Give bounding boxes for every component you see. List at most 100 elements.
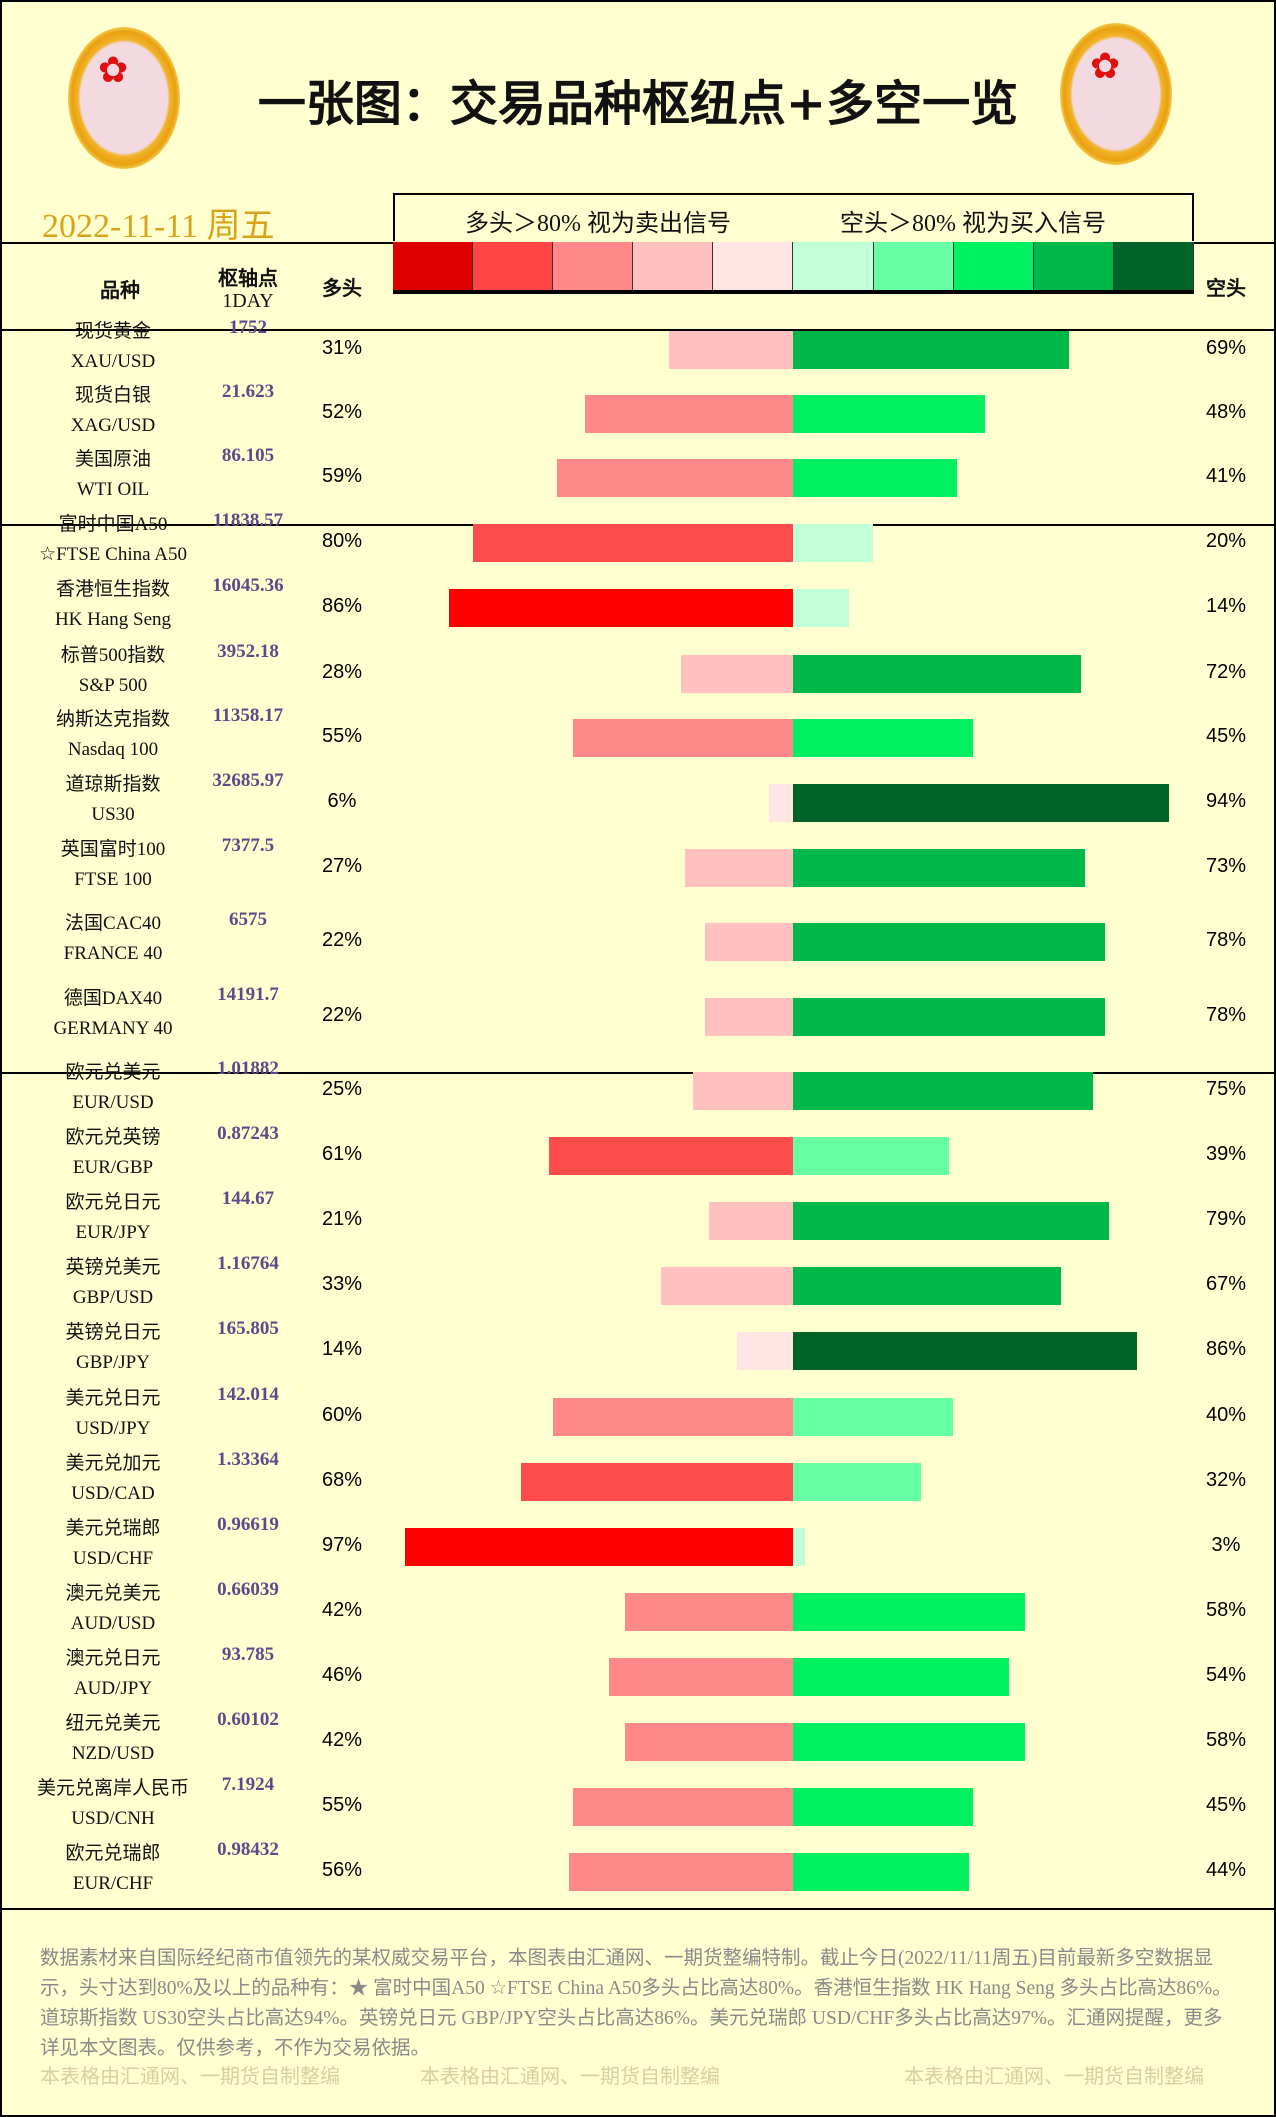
pivot-value: 21.623 (221, 381, 275, 402)
instrument-name: 欧元兑英镑 EUR/GBP (0, 1123, 226, 1185)
long-bar (569, 1853, 793, 1892)
short-bar (793, 923, 1105, 961)
pivot-value: 7377.5 (221, 835, 275, 856)
long-percent: 22% (321, 929, 363, 951)
header-long: 多头 (322, 278, 362, 300)
instrument-name: 现货黄金 XAU/USD (0, 317, 226, 379)
instrument-name: 道琼斯指数 US30 (0, 770, 226, 832)
long-bar (573, 1788, 793, 1827)
legend-swatch (633, 242, 714, 290)
long-percent: 42% (321, 1729, 363, 1751)
short-percent: 14% (1205, 595, 1247, 617)
instrument-name-cn: 香港恒生指数 (55, 579, 170, 600)
instrument-name-en: EUR/USD (72, 1092, 154, 1113)
pivot-value: 3952.18 (217, 641, 279, 662)
short-bar (793, 524, 873, 562)
legend-swatch (1033, 242, 1114, 290)
divider (0, 1908, 1276, 1910)
divider (0, 329, 1276, 331)
instrument-name-cn: 欧元兑英镑 (65, 1127, 161, 1149)
short-bar (793, 1397, 953, 1436)
short-bar (793, 998, 1105, 1036)
long-bar (669, 331, 793, 369)
long-bar (709, 1202, 793, 1241)
pivot-value: 0.66039 (217, 1578, 279, 1600)
long-bar (585, 395, 793, 433)
short-percent: 69% (1205, 337, 1247, 359)
instrument-name: 英国富时100 FTSE 100 (0, 835, 226, 897)
instrument-name-en: FRANCE 40 (63, 943, 163, 964)
instrument-name-cn: 法国CAC40 (64, 913, 162, 934)
short-percent: 48% (1205, 401, 1247, 423)
pivot-value: 93.785 (221, 1643, 275, 1665)
instrument-name: 标普500指数 S&P 500 (0, 641, 226, 703)
short-bar (793, 1202, 1109, 1241)
long-percent: 97% (321, 1533, 363, 1556)
instrument-name-en: EUR/JPY (75, 1222, 151, 1244)
instrument-name: 英镑兑日元 GBP/JPY (0, 1318, 226, 1380)
short-bar (793, 1657, 1009, 1696)
instrument-name: 美元兑离岸人民币 USD/CNH (0, 1774, 226, 1836)
pivot-value: 0.98432 (217, 1839, 279, 1861)
instrument-name: 香港恒生指数 HK Hang Seng (0, 575, 226, 637)
instrument-name-cn: 现货黄金 (74, 321, 151, 342)
footer-note: 数据素材来自国际经纪商市值领先的某权威交易平台，本图表由汇通网、一期货整编特制。… (40, 1948, 1232, 2059)
pivot-value: 86.105 (221, 445, 275, 466)
long-percent: 33% (321, 1273, 363, 1296)
pivot-value: 0.96619 (217, 1513, 279, 1535)
short-percent: 78% (1205, 929, 1247, 951)
instrument-name: 欧元兑日元 EUR/JPY (0, 1188, 226, 1250)
page-title: 一张图：交易品种枢纽点+多空一览 (257, 76, 1019, 132)
instrument-name-en: AUD/JPY (73, 1677, 153, 1699)
long-percent: 55% (321, 725, 363, 747)
short-percent: 40% (1205, 1403, 1247, 1426)
instrument-name: 澳元兑美元 AUD/USD (0, 1579, 226, 1641)
watermark: 本表格由汇通网、一期货自制整编 (420, 2066, 720, 2088)
short-percent: 78% (1205, 1004, 1247, 1026)
pivot-value: 11838.57 (212, 510, 284, 531)
long-percent: 6% (327, 790, 357, 812)
divider (1194, 242, 1276, 244)
short-percent: 73% (1205, 855, 1247, 877)
short-percent: 39% (1205, 1143, 1247, 1166)
long-bar (557, 459, 793, 497)
long-percent: 80% (321, 530, 363, 552)
instrument-name-cn: 德国DAX40 (63, 988, 163, 1009)
short-percent: 41% (1205, 465, 1247, 487)
short-bar (793, 1723, 1025, 1761)
divider (0, 1072, 1276, 1074)
long-percent: 42% (321, 1598, 363, 1621)
short-bar (793, 1332, 1137, 1371)
short-percent: 32% (1205, 1468, 1247, 1491)
short-bar (793, 1462, 921, 1501)
instrument-name-cn: 欧元兑日元 (65, 1192, 161, 1214)
instrument-name-en: FTSE 100 (74, 869, 152, 890)
instrument-name-cn: 富时中国A50 (58, 514, 168, 535)
long-bar (685, 849, 793, 887)
long-bar (693, 1072, 793, 1110)
short-bar (793, 395, 985, 433)
short-percent: 3% (1211, 1533, 1241, 1556)
pivot-value: 1752 (229, 317, 267, 338)
long-percent: 31% (321, 337, 363, 359)
long-bar (705, 923, 793, 961)
pivot-value: 6575 (229, 909, 267, 930)
short-bar (793, 1072, 1093, 1110)
long-percent: 28% (321, 661, 363, 683)
logo-right: ✿ (1060, 23, 1172, 165)
instrument-name-en: XAU/USD (70, 351, 156, 372)
long-bar (449, 589, 793, 627)
legend-swatch (873, 242, 954, 290)
legend-swatch (713, 242, 794, 290)
date-label: 2022-11-11 周五 (42, 208, 275, 245)
logo-left: ✿ (68, 27, 180, 169)
instrument-name-cn: 道琼斯指数 (65, 774, 161, 795)
instrument-name: 澳元兑日元 AUD/JPY (0, 1644, 226, 1706)
short-percent: 86% (1205, 1338, 1247, 1361)
instrument-name-cn: 美国原油 (74, 449, 151, 470)
short-bar (793, 331, 1069, 369)
instrument-name-en: XAG/USD (70, 415, 156, 436)
instrument-name-cn: 现货白银 (74, 385, 151, 406)
watermark: 本表格由汇通网、一期货自制整编 (904, 2066, 1204, 2088)
instrument-name-cn: 英镑兑日元 (65, 1322, 161, 1344)
